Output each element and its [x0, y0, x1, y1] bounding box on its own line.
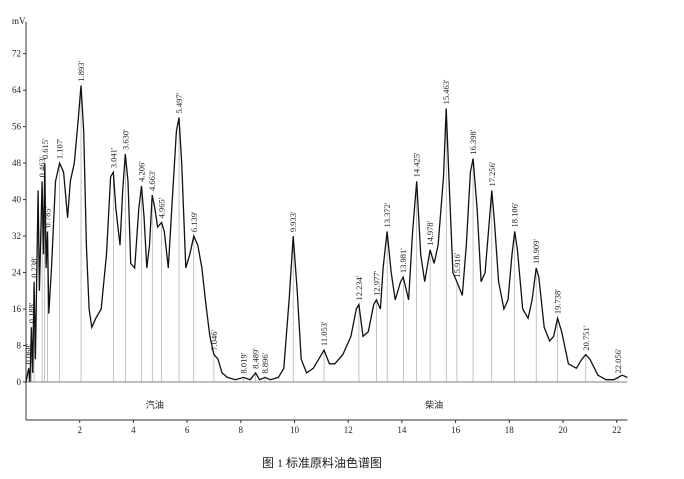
y-tick-label: 8	[17, 341, 22, 351]
peak-label: 1.893'	[76, 60, 86, 81]
peak-label: 0.188'	[26, 302, 36, 323]
peak-label: 14.425'	[412, 152, 422, 177]
y-axis-unit: mV	[12, 16, 26, 26]
peak-label: 0.785'	[42, 206, 52, 227]
peak-label: 0.615'	[40, 138, 50, 159]
x-tick-label: 12	[344, 425, 353, 435]
y-tick-label: 24	[12, 268, 22, 278]
peak-label: 9.933'	[288, 211, 298, 232]
peak-label: 8.896'	[260, 352, 270, 373]
peak-label: 7.046'	[209, 330, 219, 351]
caption: 图 1 标准原料油色谱图	[262, 456, 382, 470]
peak-label: 18.909'	[531, 239, 541, 264]
x-tick-label: 2	[77, 425, 82, 435]
peak-label: 6.139'	[189, 211, 199, 232]
peak-label: 12.234'	[354, 275, 364, 300]
peak-label: 15.463'	[441, 79, 451, 104]
peak-label: 4.206'	[136, 161, 146, 182]
peak-label: 4.663'	[147, 170, 157, 191]
peak-label: 12.977'	[371, 271, 381, 296]
peak-label: 13.981'	[398, 248, 408, 273]
peak-label: 13.372'	[382, 202, 392, 227]
x-tick-label: 22	[612, 425, 621, 435]
peak-label: 16.398'	[468, 129, 478, 154]
x-tick-label: 8	[239, 425, 244, 435]
trace	[25, 85, 628, 383]
peak-label: 0.238'	[29, 257, 39, 278]
y-tick-label: 64	[12, 85, 22, 95]
peak-label: 3.041'	[108, 147, 118, 168]
peak-label: 15.916'	[452, 252, 462, 277]
peak-label: 18.106'	[510, 202, 520, 227]
x-tick-label: 10	[290, 425, 300, 435]
peak-label: 0.068'	[24, 343, 34, 364]
x-tick-label: 20	[559, 425, 569, 435]
peak-label: 14.978'	[425, 220, 435, 245]
x-tick-label: 16	[451, 425, 461, 435]
peak-label: 20.751'	[581, 325, 591, 350]
peak-label: 11.053'	[319, 321, 329, 346]
y-tick-label: 32	[12, 231, 21, 241]
peak-label: 8.019'	[238, 352, 248, 373]
peak-label: 4.965'	[157, 197, 167, 218]
peak-label: 17.256'	[487, 161, 497, 186]
peak-label: 5.497'	[174, 92, 184, 113]
peak-label: 8.489'	[251, 348, 261, 369]
y-tick-label: 40	[12, 195, 22, 205]
peak-label: 22.056'	[613, 348, 623, 373]
x-tick-label: 6	[185, 425, 190, 435]
y-tick-label: 48	[12, 158, 22, 168]
peak-label: 0.463'	[37, 156, 47, 177]
y-tick-label: 72	[12, 49, 21, 59]
region-label: 汽油	[146, 399, 164, 410]
x-tick-label: 4	[131, 425, 136, 435]
x-tick-label: 14	[397, 425, 407, 435]
peak-label: 19.738'	[553, 289, 563, 314]
y-tick-label: 16	[12, 304, 22, 314]
region-label: 柴油	[425, 399, 443, 410]
x-tick-label: 18	[505, 425, 515, 435]
peak-label: 3.630'	[120, 129, 130, 150]
y-tick-label: 0	[17, 377, 22, 387]
y-tick-label: 56	[12, 122, 22, 132]
peak-label: 1.107'	[55, 138, 65, 159]
